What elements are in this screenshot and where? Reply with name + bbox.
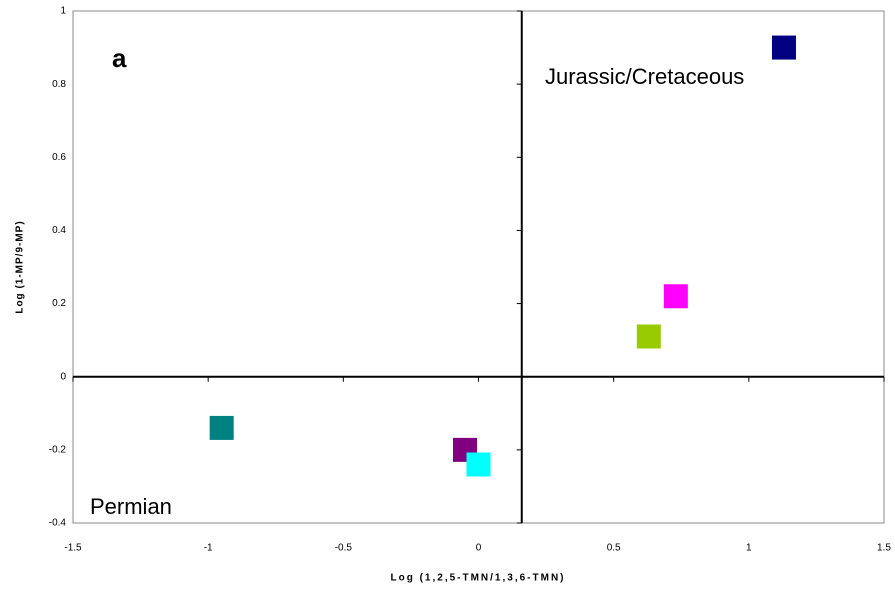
y-tick-label: -0.4 (49, 518, 67, 529)
point (466, 452, 491, 477)
panel-label: a (112, 43, 127, 73)
y-tick-label: 0.2 (52, 298, 66, 309)
region-label: Jurassic/Cretaceous (545, 64, 744, 89)
point (663, 284, 688, 309)
y-tick-label: 1 (60, 6, 66, 17)
y-tick-label: 0.6 (52, 152, 66, 163)
y-tick-label: 0 (60, 371, 66, 382)
x-axis-label: Log (1,2,5-TMN/1,3,6-TMN) (390, 573, 565, 584)
y-axis-label: Log (1-MP/9-MP) (15, 220, 26, 313)
y-tick-label: -0.2 (49, 444, 67, 455)
x-tick-label: 0.5 (607, 543, 621, 554)
point (636, 324, 661, 349)
y-tick-label: 0.4 (52, 225, 66, 236)
x-tick-label: -0.5 (335, 543, 353, 554)
point (209, 415, 234, 440)
y-tick-label: 0.8 (52, 79, 66, 90)
x-tick-label: 1 (746, 543, 752, 554)
x-tick-label: 1.5 (877, 543, 891, 554)
x-tick-label: -1.5 (64, 543, 82, 554)
x-tick-label: 0 (476, 543, 482, 554)
x-tick-label: -1 (204, 543, 213, 554)
plot-frame (72, 10, 885, 524)
point (771, 35, 796, 60)
region-label: Permian (90, 494, 172, 519)
